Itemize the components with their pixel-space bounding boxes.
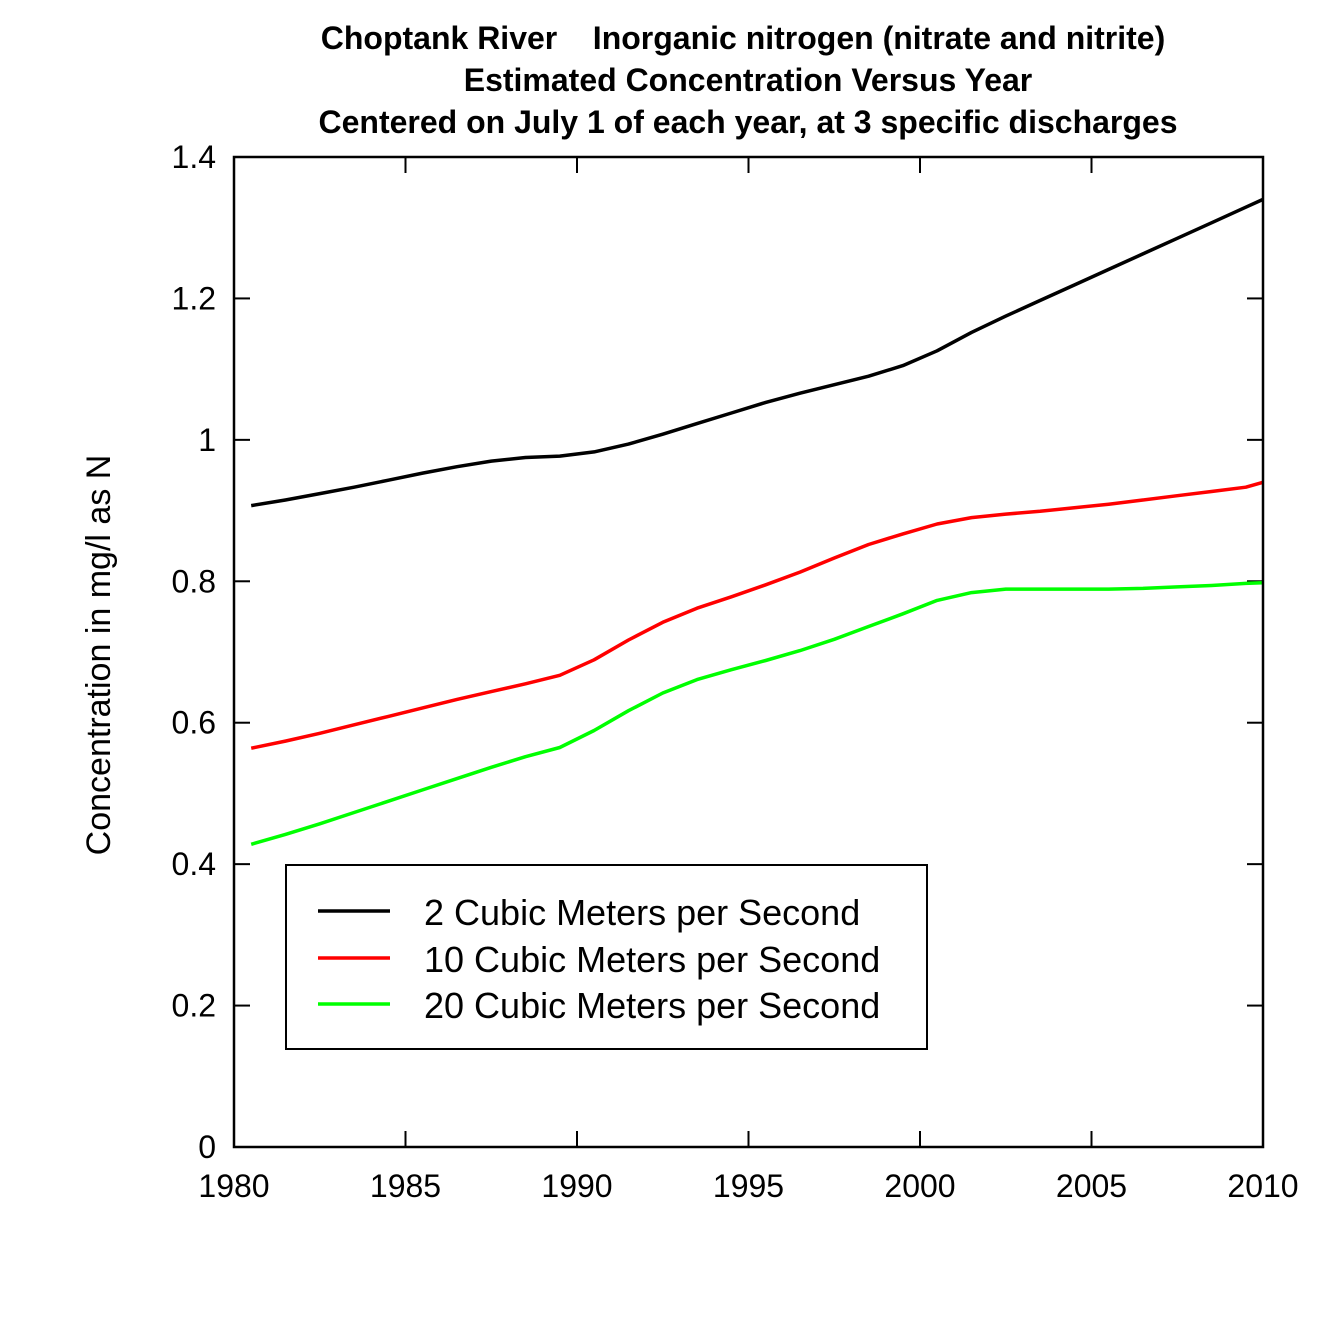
x-tick-label: 2000: [884, 1168, 955, 1204]
series-line-10cms: [250, 480, 1264, 750]
x-tick-label: 1990: [541, 1168, 612, 1204]
plot-frame: [232, 155, 1265, 1149]
x-tick-label: 2005: [1056, 1168, 1127, 1204]
y-tick-label: 0.6: [172, 705, 216, 741]
x-tick-label: 1985: [370, 1168, 441, 1204]
y-tick-label: 0.2: [172, 988, 216, 1024]
chart-title-line-3: Centered on July 1 of each year, at 3 sp…: [318, 104, 1177, 140]
legend-label-2cms: 2 Cubic Meters per Second: [424, 892, 860, 933]
y-tick-label: 1.2: [172, 280, 216, 316]
series-lines: [250, 197, 1264, 846]
legend: 2 Cubic Meters per Second 10 Cubic Meter…: [285, 864, 928, 1050]
y-tick-label: 0.8: [172, 563, 216, 599]
y-tick-label: 0: [198, 1129, 216, 1165]
chart-title-line-1: Choptank River Inorganic nitrogen (nitra…: [321, 20, 1166, 56]
legend-label-10cms: 10 Cubic Meters per Second: [424, 939, 880, 980]
y-axis-label: Concentration in mg/l as N: [80, 455, 118, 856]
legend-label-20cms: 20 Cubic Meters per Second: [424, 985, 880, 1026]
y-tick-label: 1.4: [172, 139, 216, 175]
y-tick-label: 1: [198, 422, 216, 458]
chart-title-line-2: Estimated Concentration Versus Year: [464, 62, 1033, 98]
y-tick-label: 0.4: [172, 846, 216, 882]
x-tick-label: 1980: [198, 1168, 269, 1204]
x-tick-label: 1995: [713, 1168, 784, 1204]
legend-box: [285, 864, 928, 1050]
axis-tick-labels: 1980 1985 1990 1995 2000 2005 2010 0 0.2 0.4 0.6 0.…: [172, 139, 1299, 1204]
series-line-20cms: [250, 580, 1264, 846]
x-tick-label: 2010: [1227, 1168, 1298, 1204]
series-line-2cms: [250, 197, 1264, 508]
